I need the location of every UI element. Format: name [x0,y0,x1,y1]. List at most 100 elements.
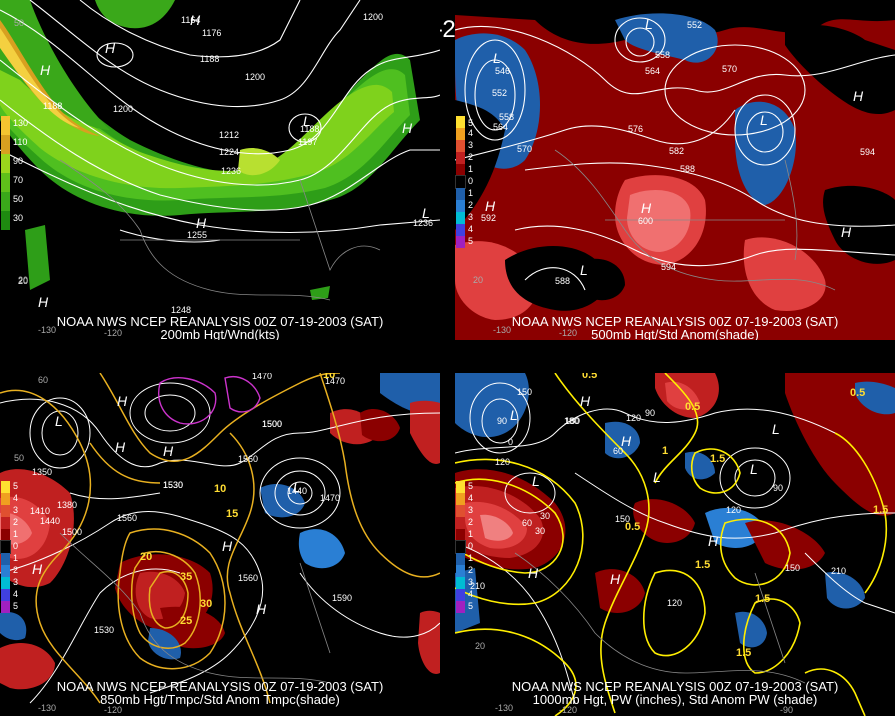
legend-swatch [456,140,465,152]
legend-swatch [456,152,465,164]
legend-swatch [456,128,465,140]
contour-label: 1188 [200,54,220,64]
contour-label: 1500 [262,419,283,429]
legend-label: 110 [13,137,28,147]
contour-label: 150 [785,563,801,573]
contour-label: 90 [645,408,656,418]
legend-500mb: 5 [456,116,496,135]
contour-label: 1380 [57,500,78,510]
panel-850mb: 5 4 3 2 1 0 1 2 3 4 5 1470 1350 1500 153… [0,373,440,716]
temperature-label: 10 [323,373,336,381]
low-pressure-marker: L [303,113,311,129]
legend-label: 1 [13,529,19,539]
contour-label: 1200 [113,104,134,114]
caption-line2: 1000mb Hgt, PW (inches), Std Anom PW (sh… [532,692,818,707]
contour-label: 1440 [287,486,308,496]
contour-label: 30 [535,526,546,536]
high-pressure-marker: H [641,200,652,216]
contour-label: 558 [499,112,515,122]
high-pressure-marker: H [580,393,591,409]
contour-label: 552 [492,88,508,98]
contour-label: 210 [470,581,486,591]
high-pressure-marker: H [485,198,496,214]
temperature-label: 35 [180,571,193,583]
contour-label: 1530 [163,480,184,490]
contour-label: 180 [565,416,581,426]
low-pressure-marker: L [293,479,301,495]
caption-line2: 200mb Hgt/Wnd(kts) [160,327,280,340]
high-pressure-marker: H [256,601,267,617]
legend-label: 3 [13,577,19,587]
lon-tick: -120 [559,705,578,715]
lon-tick: -130 [38,325,57,335]
contour-label: 1560 [238,454,259,464]
legend-swatch [456,224,465,236]
legend-swatch [456,565,465,577]
legend-swatch [455,175,466,189]
lon-tick: -130 [493,325,512,335]
contour-label: 1236 [413,218,434,228]
contour-label: 1440 [40,516,61,526]
legend-swatch [456,601,465,613]
contour-label: 1500 [62,527,83,537]
lon-tick: -120 [559,328,578,338]
legend-label: 4 [468,493,474,503]
contour-label: 558 [655,50,671,60]
contour-label: 1470 [325,376,346,386]
lat-tick: 20 [475,641,486,651]
legend-swatch [1,154,10,173]
legend-label: 5 [468,236,474,246]
contour-label: 564 [645,66,661,76]
low-pressure-marker: L [510,407,518,423]
contour-label: 570 [722,64,738,74]
caption-line2: 500mb Hgt/Std Anom(shade) [591,327,759,340]
high-pressure-marker: H [402,120,413,136]
legend-label: 2 [468,517,474,527]
legend-label: 4 [468,224,474,234]
contour-label: 588 [555,276,571,286]
contour-label: 1500 [262,419,283,429]
lat-tick: 20 [473,275,484,285]
legend-swatch [0,540,11,554]
contour-label: 60 [613,446,624,456]
contour-label: 1410 [30,506,51,516]
high-pressure-marker: H [853,88,864,104]
pw-label: 1.5 [710,453,726,465]
legend-swatch [456,553,465,565]
contour-label: 1590 [332,593,353,603]
panel-200mb: 130 110 90 70 50 30 1200 1164 1176 1188 … [0,0,440,340]
contour-label: 20 [18,276,29,286]
low-pressure-marker: L [422,205,430,221]
map-500mb [455,0,895,340]
low-pressure-marker: L [653,469,661,485]
legend-label: 30 [13,213,24,223]
legend-swatch [456,505,465,517]
legend-swatch [456,200,465,212]
legend-label: 3 [468,140,474,150]
contour-label: 180 [564,416,580,426]
legend-label: 1 [468,164,474,174]
legend-swatch [1,553,10,565]
legend-swatch [1,565,10,577]
lon-tick: -90 [780,705,794,715]
legend-swatch [456,188,465,200]
legend-label: 0 [13,541,19,551]
contour-label: 60 [522,518,533,528]
legend-label: 4 [13,493,19,503]
high-pressure-marker: H [196,215,207,231]
legend-label: 130 [13,118,29,128]
legend-label: 5 [13,481,19,491]
contour-label: 594 [661,262,677,272]
caption-line1: NOAA NWS NCEP REANALYSIS 00Z 07-19-2003 … [511,679,839,694]
lat-tick: 60 [38,375,49,385]
high-pressure-marker: H [621,433,632,449]
high-pressure-marker: H [115,439,126,455]
contour-label: 1188 [300,124,320,134]
legend-label: 1 [468,553,474,563]
contour-label: 210 [831,566,847,576]
contour-label: 120 [495,457,511,467]
high-pressure-marker: H [708,533,719,549]
high-pressure-marker: H [32,561,43,577]
contour-label: 1248 [171,305,192,315]
low-pressure-marker: L [772,421,780,437]
